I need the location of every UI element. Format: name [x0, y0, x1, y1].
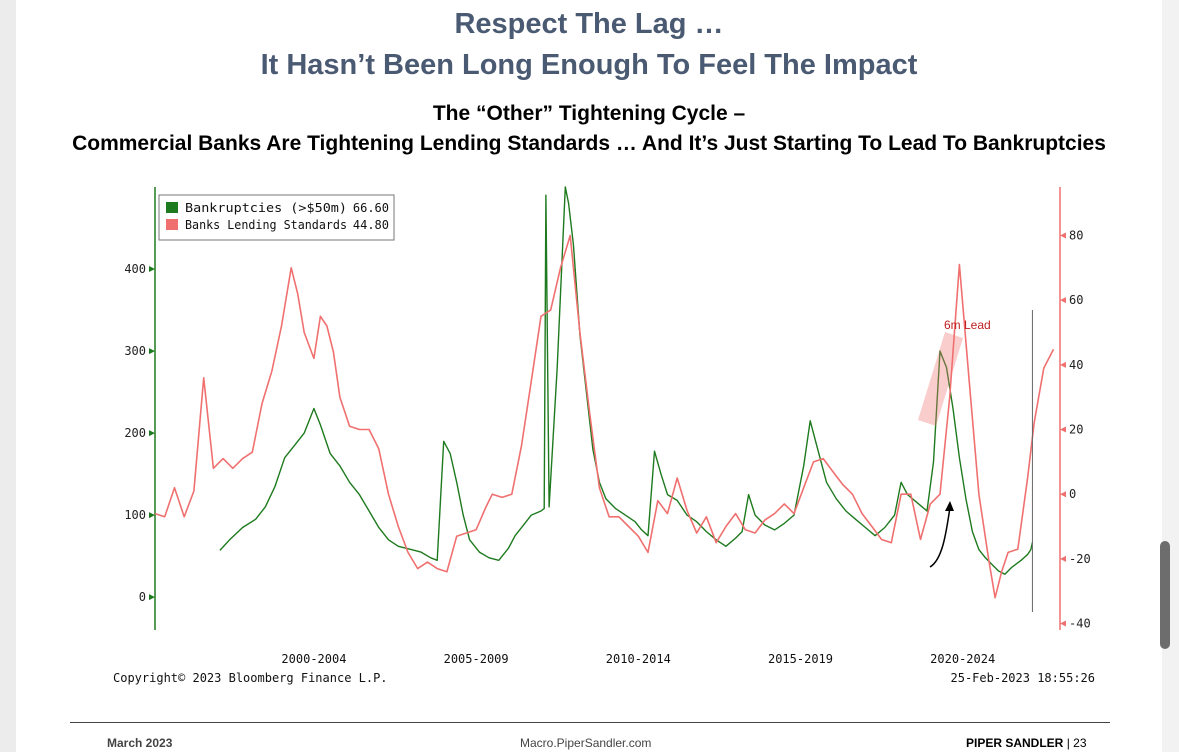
right-tick-marker: [1060, 297, 1066, 304]
left-tick-label: 100: [124, 508, 146, 522]
right-tick-marker: [1060, 620, 1066, 627]
right-tick-label: 40: [1069, 358, 1083, 372]
legend-swatch: [166, 202, 178, 213]
left-tick-marker: [149, 512, 155, 519]
chart-axes: 0 100 200 300 400 -40 -20 0 20 40 60 80 2000-2004 200…: [124, 187, 1091, 666]
left-tick-label: 0: [139, 590, 146, 604]
x-tick-label: 2020-2024: [930, 652, 995, 666]
left-tick-marker: [149, 430, 155, 437]
legend-series-value: 44.80: [353, 218, 389, 232]
trend-arrow-shaft: [929, 506, 951, 568]
footer-brand: PIPER SANDLER: [966, 736, 1064, 750]
lending-standards-line: [154, 234, 1055, 599]
scrollbar-thumb[interactable]: [1160, 541, 1170, 649]
left-tick-label: 200: [124, 426, 146, 440]
legend-series-name: Banks Lending Standards: [185, 218, 347, 232]
legend-box: [158, 194, 395, 241]
right-tick-marker: [1060, 426, 1066, 433]
left-tick-label: 400: [124, 262, 146, 276]
legend-series-value: 66.60: [353, 201, 389, 215]
chart-legend: Bankruptcies (>$50m) 66.60 Banks Lending S…: [158, 194, 395, 241]
legend-series-name: Bankruptcies (>$50m): [185, 201, 347, 215]
timestamp-text: 25-Feb-2023 18:55:26: [951, 671, 1096, 685]
right-tick-label: 0: [1069, 487, 1076, 501]
right-tick-label: 20: [1069, 423, 1083, 437]
right-tick-label: -40: [1069, 617, 1091, 631]
slide-title-line2: It Hasn’t Been Long Enough To Feel The I…: [260, 49, 918, 81]
footer-divider: [70, 722, 1110, 723]
lead-annotation-label: 6m Lead: [944, 318, 991, 332]
left-tick-marker: [149, 348, 155, 355]
lead-highlight-band: [918, 332, 963, 426]
right-tick-label: -20: [1069, 552, 1091, 566]
x-tick-label: 2005-2009: [444, 652, 509, 666]
right-tick-label: 80: [1069, 229, 1083, 243]
chart-lines: [154, 186, 1055, 599]
slide: [16, 0, 1162, 752]
x-tick-label: 2000-2004: [281, 652, 346, 666]
footer-url: Macro.PiperSandler.com: [520, 736, 652, 750]
copyright-text: Copyright© 2023 Bloomberg Finance L.P.: [113, 671, 388, 685]
left-tick-marker: [149, 594, 155, 601]
right-tick-marker: [1060, 361, 1066, 368]
chart-subtitle-line2: Commercial Banks Are Tightening Lending …: [72, 132, 1106, 155]
legend-swatch: [166, 219, 178, 230]
chart-subtitle-line1: The “Other” Tightening Cycle –: [432, 102, 746, 125]
x-tick-label: 2015-2019: [768, 652, 833, 666]
bankruptcies-line: [219, 186, 1034, 575]
chart-annotations: 6m Lead: [918, 310, 1033, 612]
slide-title-line1: Respect The Lag …: [454, 8, 724, 40]
footer-date: March 2023: [107, 736, 173, 750]
right-tick-label: 60: [1069, 293, 1083, 307]
right-tick-marker: [1060, 491, 1066, 498]
left-tick-marker: [149, 266, 155, 273]
footer-page-number: | 23: [1066, 736, 1087, 750]
left-tick-label: 300: [124, 344, 146, 358]
footer-brand-page: PIPER SANDLER | 23: [966, 736, 1087, 750]
right-tick-marker: [1060, 555, 1066, 562]
x-tick-label: 2010-2014: [606, 652, 671, 666]
trend-arrow-head: [945, 501, 954, 511]
right-tick-marker: [1060, 232, 1066, 239]
